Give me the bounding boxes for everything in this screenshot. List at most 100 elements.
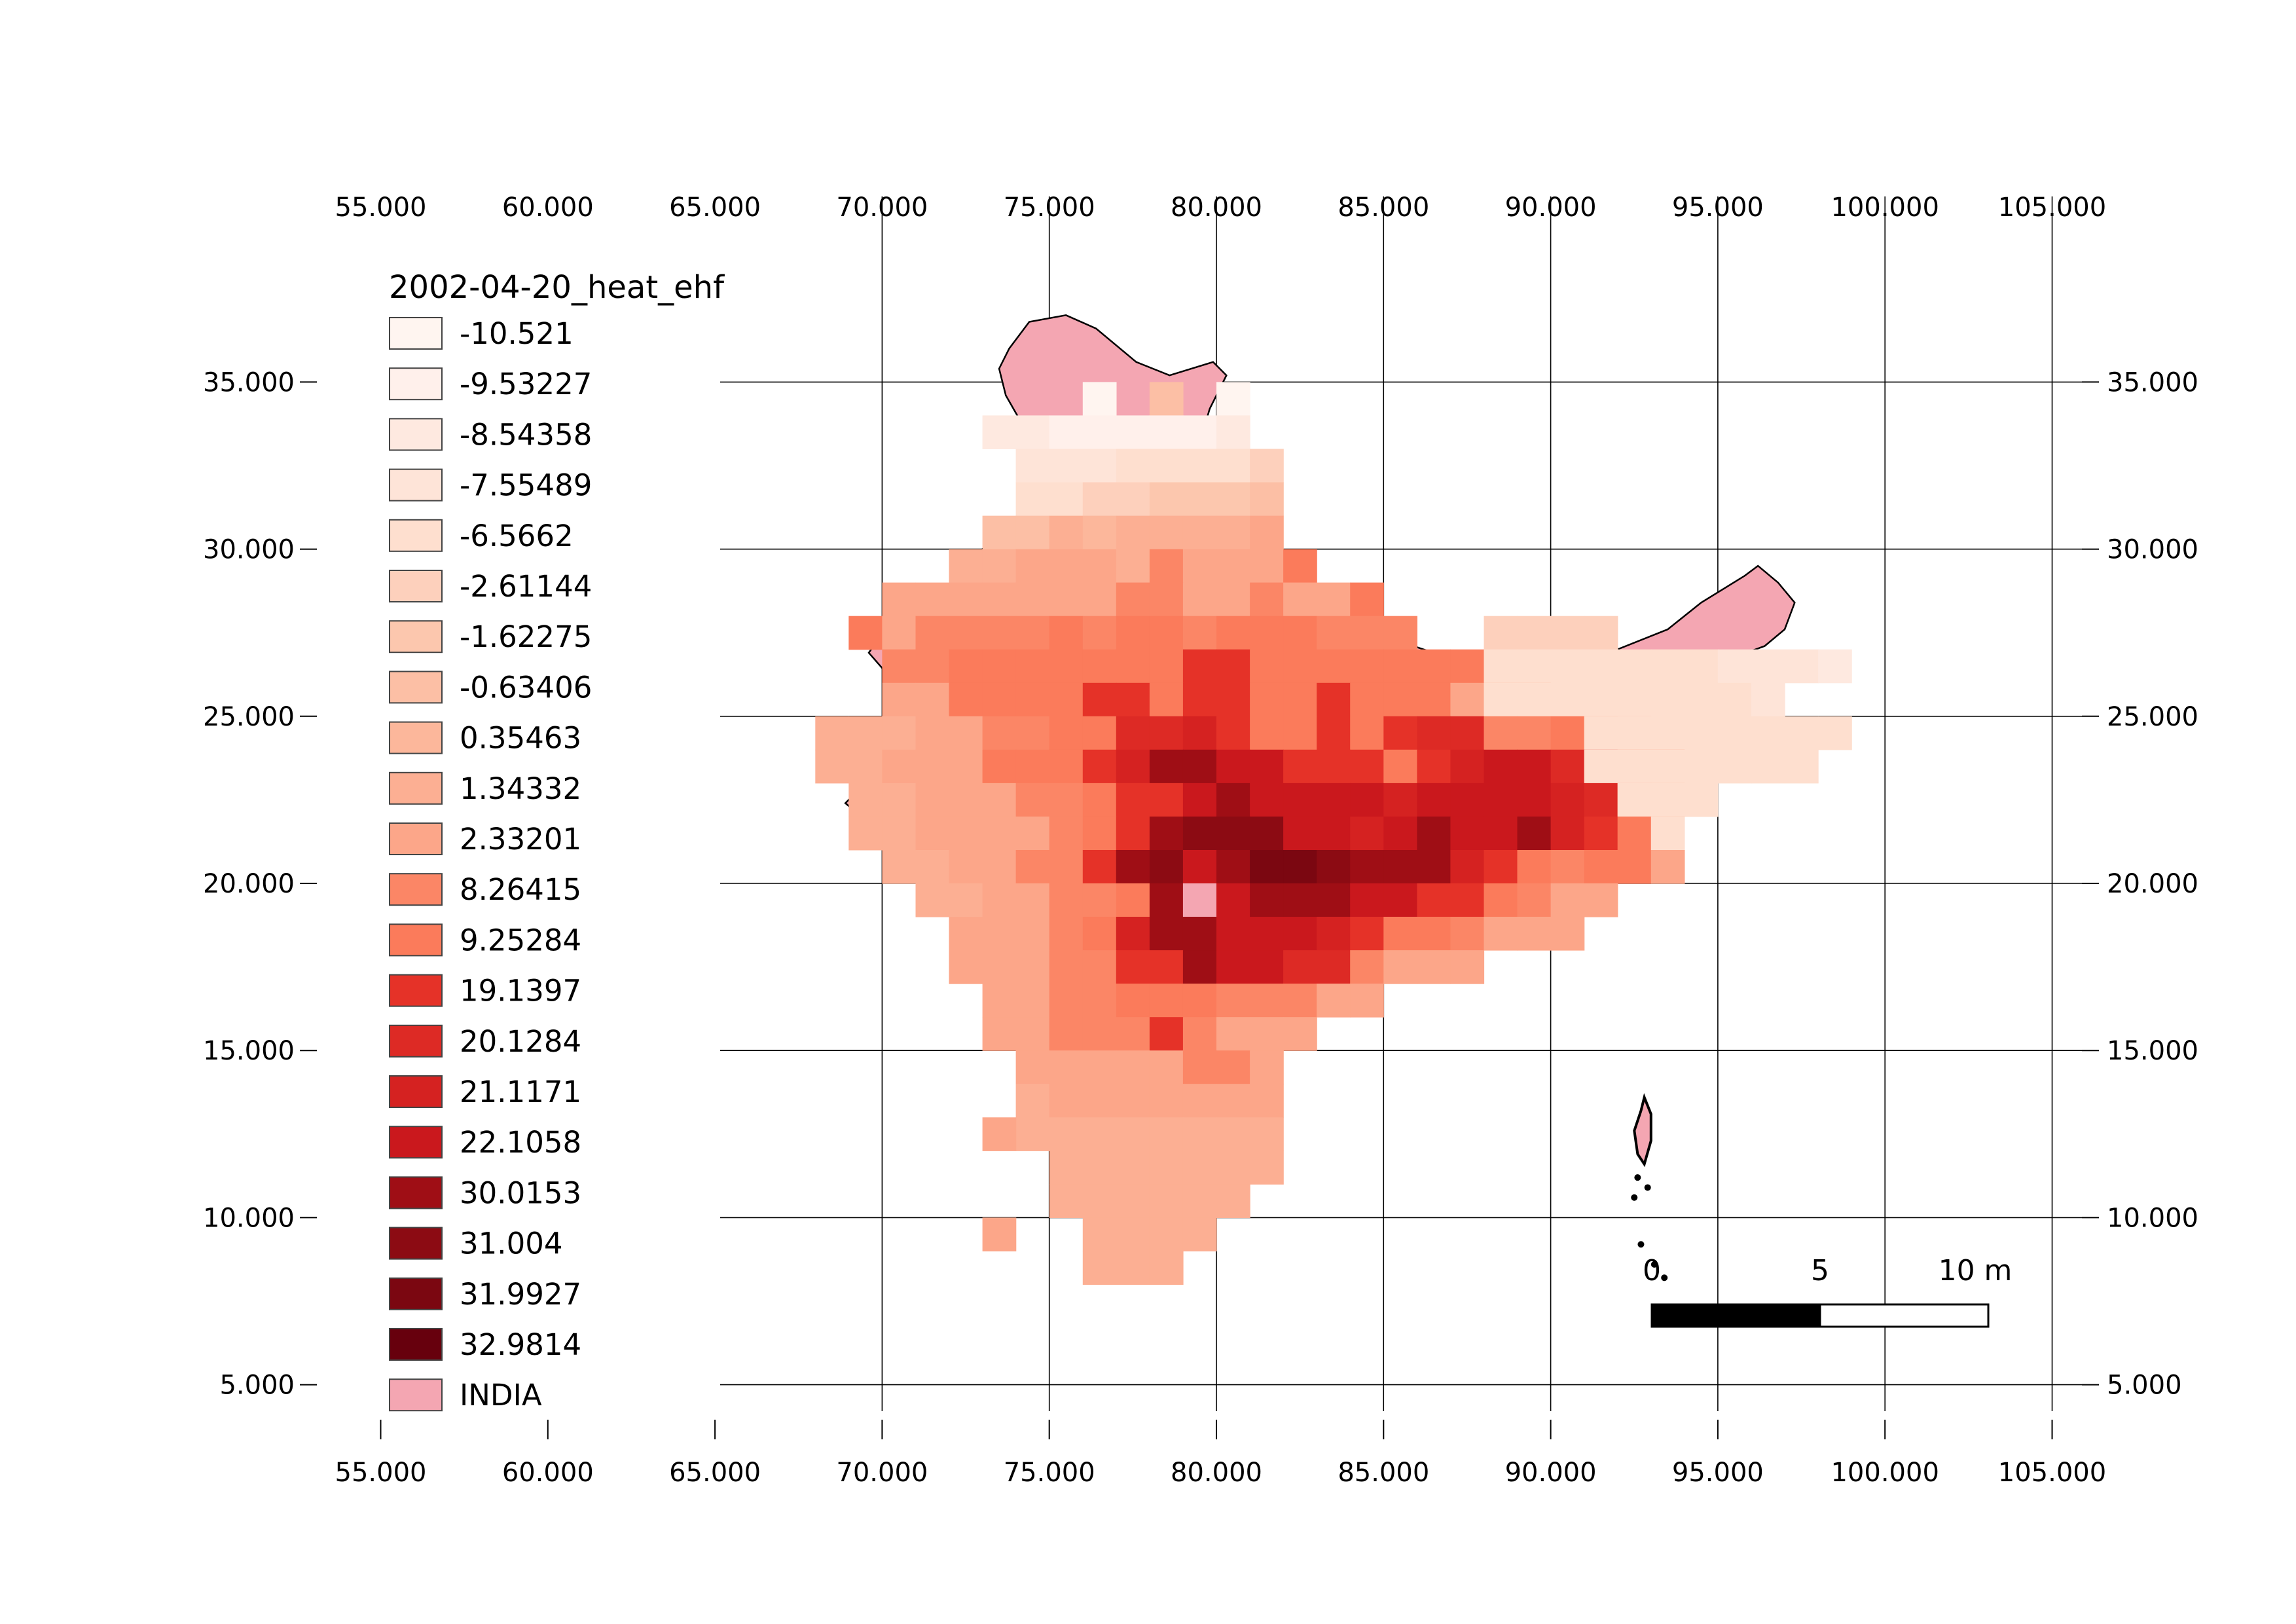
heat-cell	[1182, 582, 1217, 617]
heat-cell	[1216, 582, 1250, 617]
lon-tick-label-top: 100.000	[1831, 193, 1939, 223]
heat-cell	[882, 582, 917, 617]
heat-cell	[1149, 682, 1184, 717]
heat-cell	[1182, 850, 1217, 884]
heat-cell	[1015, 582, 1050, 617]
heat-cell	[1250, 883, 1284, 917]
heat-cell	[1049, 549, 1084, 583]
heat-cell	[882, 816, 917, 851]
heat-cell	[1350, 616, 1384, 650]
heat-cell	[1785, 649, 1819, 684]
heat-cell	[1650, 682, 1685, 717]
heat-cell	[1484, 816, 1518, 851]
heat-cell	[1049, 783, 1084, 817]
heat-cell	[1149, 582, 1184, 617]
heat-cell	[1517, 682, 1552, 717]
heat-cell	[1283, 984, 1317, 1018]
heat-cell	[949, 616, 983, 650]
heat-cell	[1082, 382, 1117, 416]
heat-cell	[1216, 549, 1250, 583]
heat-cell	[1182, 749, 1217, 784]
heat-cell	[1417, 783, 1451, 817]
heat-cell	[1785, 749, 1819, 784]
legend-swatch	[389, 873, 443, 906]
heat-cell	[1283, 816, 1317, 851]
scale-bar-segment-empty	[1819, 1303, 1990, 1328]
heat-cell	[949, 749, 983, 784]
heat-cell	[1116, 1184, 1150, 1218]
heat-cell	[1182, 1184, 1217, 1218]
heat-cell	[949, 816, 983, 851]
legend-swatch	[389, 1378, 443, 1412]
nicobar-island	[1631, 1194, 1638, 1201]
heat-cell	[882, 850, 917, 884]
heat-cell	[949, 549, 983, 583]
legend-swatch	[389, 317, 443, 350]
andaman-islands	[1631, 1093, 1678, 1315]
heat-cell	[1216, 816, 1250, 851]
heat-cell	[949, 649, 983, 684]
heat-cell	[1216, 1084, 1250, 1118]
heat-cell	[1082, 682, 1117, 717]
heat-cell	[949, 582, 983, 617]
heat-cell	[949, 682, 983, 717]
heat-cell	[1116, 1084, 1150, 1118]
heat-cell	[982, 984, 1017, 1018]
lon-tick-label-top: 60.000	[502, 193, 594, 223]
nicobar-island	[1634, 1174, 1641, 1181]
heat-cell	[915, 850, 950, 884]
legend-swatch	[389, 418, 443, 451]
lon-tick-label-top: 95.000	[1672, 193, 1764, 223]
heat-cell	[1317, 582, 1351, 617]
legend-item-label: -10.521	[460, 316, 574, 351]
heat-cell	[949, 850, 983, 884]
heat-cell	[1116, 1050, 1150, 1084]
heat-cell	[1717, 716, 1752, 750]
heat-cell	[1383, 816, 1417, 851]
legend-swatch	[389, 1328, 443, 1361]
heat-cell	[1751, 682, 1785, 717]
heat-cell	[1350, 716, 1384, 750]
heat-cell	[1082, 449, 1117, 483]
heat-cell	[1182, 449, 1217, 483]
heat-cell	[1049, 883, 1084, 917]
heat-cell	[1283, 783, 1317, 817]
heat-cell	[1383, 883, 1417, 917]
heat-cell	[1450, 883, 1485, 917]
lon-tick-label-top: 70.000	[836, 193, 928, 223]
heat-cell	[1082, 1050, 1117, 1084]
heat-cell	[1450, 716, 1485, 750]
heat-cell	[882, 783, 917, 817]
legend-item-label: 32.9814	[460, 1327, 581, 1362]
heat-cell	[1350, 816, 1384, 851]
heat-cell	[1650, 716, 1685, 750]
heat-cell	[1049, 1184, 1084, 1218]
heat-cell	[1350, 582, 1384, 617]
heat-cell	[1182, 415, 1217, 449]
heat-cell	[1450, 749, 1485, 784]
heat-cell	[1149, 1251, 1184, 1285]
heat-cell	[1717, 682, 1752, 717]
heat-cell	[1049, 850, 1084, 884]
heat-cell	[1216, 1017, 1250, 1051]
heat-cell	[1182, 950, 1217, 984]
heat-cell	[1317, 883, 1351, 917]
legend-swatch	[389, 570, 443, 602]
heat-cell	[882, 649, 917, 684]
lon-tick-label-top: 105.000	[1998, 193, 2106, 223]
heat-cell	[1116, 1251, 1150, 1285]
heat-cell	[1049, 716, 1084, 750]
heat-cell	[1484, 850, 1518, 884]
scale-bar-segment-filled	[1650, 1303, 1821, 1328]
heat-cell	[1617, 682, 1652, 717]
heat-cell	[982, 850, 1017, 884]
heat-cell	[1517, 783, 1552, 817]
heat-cell	[1317, 616, 1351, 650]
heat-cell	[1216, 649, 1250, 684]
heat-cell	[1684, 682, 1719, 717]
heat-cell	[1049, 1151, 1084, 1185]
heat-cell	[1317, 749, 1351, 784]
heat-cell	[1417, 917, 1451, 951]
heat-cell	[1283, 682, 1317, 717]
heat-cell	[1149, 950, 1184, 984]
